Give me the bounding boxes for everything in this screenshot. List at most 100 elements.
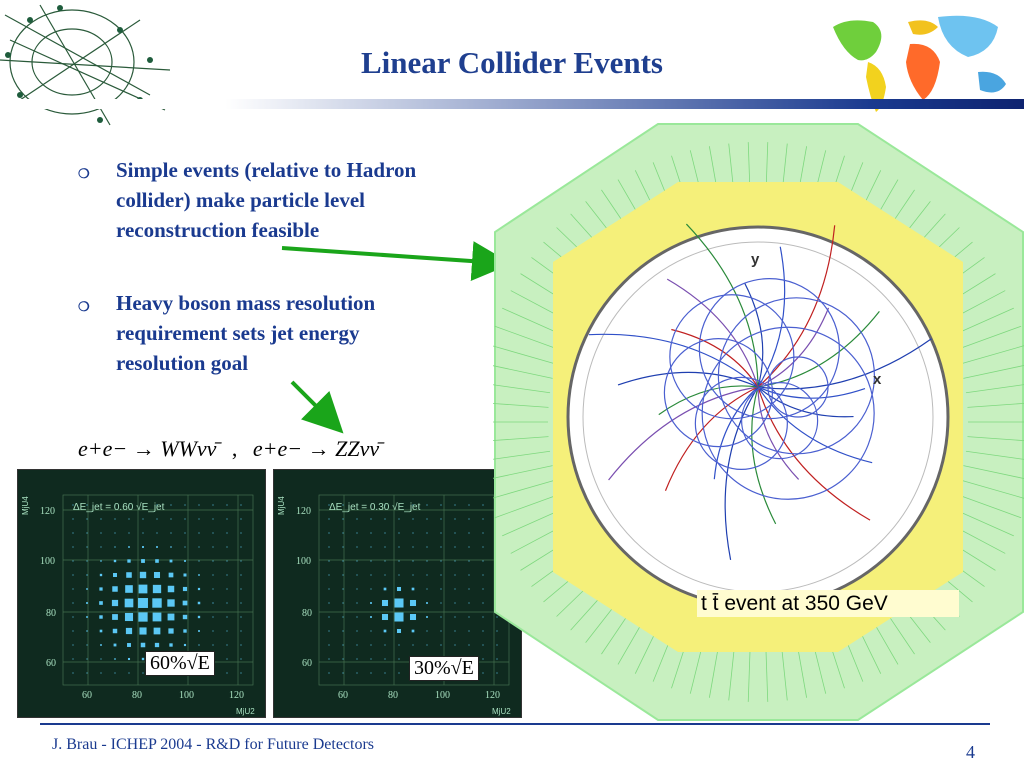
plot-hit: [426, 518, 428, 520]
plot-hit: [342, 574, 344, 576]
plot-hit: [99, 629, 103, 633]
plot-hit: [482, 644, 484, 646]
plot-hit: [398, 672, 400, 674]
plot-hit: [156, 518, 158, 520]
resolution-box-60: 60%√E: [145, 651, 215, 676]
plot-hit: [86, 574, 88, 576]
detector-segment: [493, 345, 557, 365]
plot-hit: [328, 644, 330, 646]
plot-hit: [198, 504, 200, 506]
plot-hit: [226, 630, 228, 632]
plot-hit: [482, 658, 484, 660]
y-tick: 100: [40, 556, 55, 567]
plot-hit: [212, 560, 214, 562]
plot-hit: [398, 518, 400, 520]
footer-divider: [40, 723, 990, 725]
plot-hit: [99, 601, 103, 605]
plot-hit: [240, 644, 242, 646]
plot-hit: [356, 560, 358, 562]
detector-segment: [967, 436, 1024, 442]
plot-hit: [99, 573, 103, 577]
plot-hit: [468, 588, 470, 590]
plot-hit: [167, 599, 175, 607]
plot-hit: [212, 574, 214, 576]
y-tick: 80: [46, 608, 56, 619]
plot-hit: [356, 518, 358, 520]
plot-hit: [328, 532, 330, 534]
plot-hit: [440, 532, 442, 534]
plot-hit: [454, 588, 456, 590]
world-map-logo-icon: [833, 15, 1006, 112]
plot-hit: [328, 616, 330, 618]
plot-hit: [328, 546, 330, 548]
plot-hit: [113, 643, 117, 647]
y-tick: 60: [46, 658, 56, 669]
plot-hit: [72, 630, 74, 632]
plot-hit: [183, 643, 187, 647]
hollow-circle-bullet-icon: ❍: [78, 166, 90, 181]
plot-hit: [370, 672, 372, 674]
plot-hit: [411, 587, 415, 591]
plot-hit: [384, 560, 386, 562]
particle-track: [744, 282, 764, 388]
plot-hit: [100, 644, 102, 646]
particle-track: [685, 223, 759, 388]
plot-hit: [142, 672, 144, 674]
plot-hit: [356, 616, 358, 618]
plot-hit: [100, 560, 102, 562]
plot-hit: [72, 532, 74, 534]
plot-hit: [342, 658, 344, 660]
plot-hit: [409, 613, 417, 621]
detector-segment: [493, 403, 549, 408]
plot-hit: [128, 532, 130, 534]
plot-hit: [426, 588, 428, 590]
plot-hit: [412, 574, 414, 576]
plot-hit: [384, 504, 386, 506]
plot-hit: [170, 504, 172, 506]
plot-hit: [482, 672, 484, 674]
plot-hit: [127, 559, 131, 563]
x-tick: 60: [82, 690, 92, 701]
plot-hit: [468, 644, 470, 646]
plot-hit: [468, 504, 470, 506]
plot-hit: [384, 518, 386, 520]
plot-hit: [412, 518, 414, 520]
plot-hit: [99, 587, 103, 591]
plot-hit: [356, 546, 358, 548]
plot-hit: [183, 629, 187, 633]
plot-hit: [170, 532, 172, 534]
plot-hit: [482, 588, 484, 590]
plot-hit: [86, 630, 88, 632]
plot-hit: [454, 504, 456, 506]
x-tick: 60: [338, 690, 348, 701]
plot-hit: [86, 532, 88, 534]
plot-hit: [226, 546, 228, 548]
plot-hit: [482, 518, 484, 520]
plot-hit: [370, 546, 372, 548]
plot-hit: [454, 574, 456, 576]
plot-hit: [356, 574, 358, 576]
plot-hit: [240, 504, 242, 506]
plot-hit: [72, 546, 74, 548]
plot-hit: [156, 504, 158, 506]
detector-segment: [493, 450, 551, 460]
plot-hit: [240, 546, 242, 548]
bullet-1-line-1: Simple events (relative to Hadron: [116, 158, 417, 182]
plot-hit: [342, 602, 344, 604]
plot-hit: [454, 602, 456, 604]
plot-hit: [86, 546, 88, 548]
detector-segment: [955, 325, 1022, 351]
plot-hit: [328, 602, 330, 604]
plot-hit: [412, 546, 414, 548]
plot-hit: [198, 574, 200, 576]
plot-hit: [356, 658, 358, 660]
plot-hit: [226, 658, 228, 660]
plot-hit: [496, 644, 498, 646]
arrow-to-event-icon: [281, 241, 512, 282]
y-axis-label: MjU4: [21, 496, 30, 515]
detector-segment: [493, 436, 549, 441]
plot-hit: [426, 574, 428, 576]
plot-hit: [226, 602, 228, 604]
detector-segment: [967, 402, 1024, 408]
plot-hit: [72, 658, 74, 660]
